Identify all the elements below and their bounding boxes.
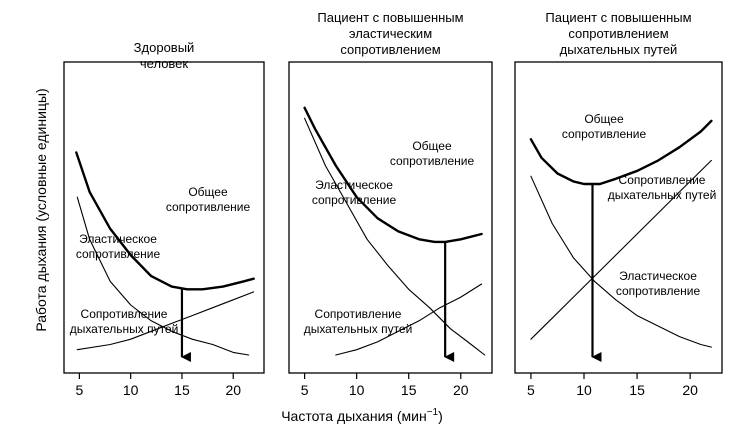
x-tick-label: 20 — [682, 382, 698, 398]
panel-frame — [288, 61, 493, 374]
x-tick-label: 15 — [401, 382, 417, 398]
total-resistance-curve — [75, 151, 255, 291]
x-tick-label: 20 — [225, 382, 241, 398]
panel-title-line: сопротивлением — [568, 26, 668, 41]
total-resistance-curve — [529, 119, 713, 186]
x-tick-label: 5 — [75, 382, 83, 398]
component-curve-2 — [530, 175, 712, 348]
series-label-line: сопротивление — [616, 284, 701, 298]
x-tick-label: 15 — [174, 382, 190, 398]
x-tick-label: 10 — [349, 382, 365, 398]
y-axis-label-group: Работа дыхания (условные единицы) — [33, 88, 49, 331]
component-curve-2 — [335, 283, 483, 356]
x-tick-label: 10 — [576, 382, 592, 398]
panel-title-line: человек — [140, 56, 189, 71]
series-label-line: Сопротивление — [619, 173, 706, 187]
series-label-line: сопротивление — [562, 127, 647, 141]
panel-frame — [514, 61, 723, 374]
series-label-line: Сопротивление — [315, 307, 402, 321]
series-label-line: Общее — [188, 185, 228, 199]
x-tick-label: 10 — [123, 382, 139, 398]
x-tick-label: 5 — [301, 382, 309, 398]
component-curve-2 — [76, 291, 255, 351]
series-label-line: сопротивление — [166, 200, 251, 214]
series-label-line: Сопротивление — [81, 307, 168, 321]
series-label-line: Общее — [584, 112, 624, 126]
series-label-line: Эластическое — [619, 269, 697, 283]
component-curve-1 — [304, 117, 486, 356]
panel-title-line: Здоровый — [134, 40, 195, 55]
total-resistance-curve — [303, 106, 483, 244]
series-label-line: Эластическое — [315, 178, 393, 192]
panel-frame — [63, 61, 265, 374]
panel-title-line: Пациент с повышенным — [317, 10, 463, 25]
series-label-line: дыхательных путей — [70, 322, 179, 336]
panel-title-line: сопротивлением — [340, 42, 440, 57]
series-label-line: дыхательных путей — [608, 188, 717, 202]
panel-2: Пациент с повышеннымэластическимсопротив… — [288, 10, 493, 398]
series-label-line: сопротивление — [76, 247, 161, 261]
x-axis-label: Частота дыхания (мин−1) — [281, 407, 443, 424]
panel-title-line: Пациент с повышенным — [545, 10, 691, 25]
component-curve-1 — [76, 196, 250, 356]
x-axis-label-sup: −1 — [427, 407, 439, 418]
series-label-line: сопротивление — [312, 193, 397, 207]
panel-title-line: эластическим — [349, 26, 432, 41]
component-curve-1 — [530, 159, 712, 340]
x-tick-label: 5 — [527, 382, 535, 398]
x-tick-label: 15 — [629, 382, 645, 398]
series-label-line: Эластическое — [79, 232, 157, 246]
series-label-line: сопротивление — [390, 154, 475, 168]
y-axis-label: Работа дыхания (условные единицы) — [33, 88, 49, 331]
series-label-line: дыхательных путей — [304, 322, 413, 336]
x-tick-label: 20 — [453, 382, 469, 398]
x-axis-label-close: ) — [438, 408, 443, 424]
x-axis-label-main: Частота дыхания (мин — [281, 408, 427, 424]
series-label-line: Общее — [412, 139, 452, 153]
panel-title-line: дыхательных путей — [560, 42, 678, 57]
panel-3: Пациент с повышеннымсопротивлениемдыхате… — [514, 10, 723, 398]
